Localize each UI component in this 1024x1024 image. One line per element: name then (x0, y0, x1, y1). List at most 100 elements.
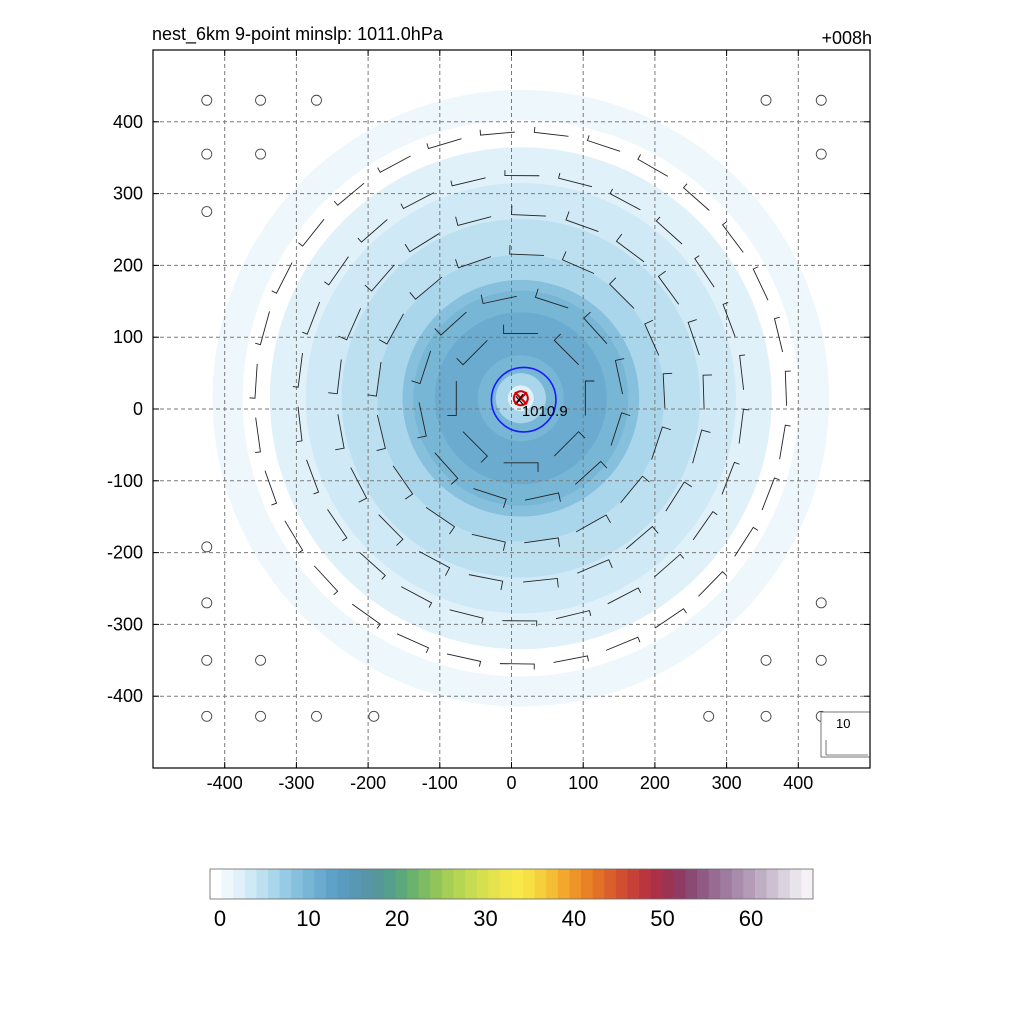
colorbar-swatch (210, 869, 223, 899)
wind-barb (462, 431, 488, 463)
wind-barb (687, 319, 700, 356)
colorbar-swatch (256, 869, 269, 899)
wind-barb (620, 475, 650, 504)
wind-barb (499, 663, 535, 670)
plot-area: 1010.9 10 (153, 50, 870, 768)
wind-barb (400, 192, 435, 210)
center-circle (512, 390, 529, 407)
wind-barb (396, 633, 430, 653)
wind-barb (378, 313, 404, 345)
colorbar-swatch (430, 869, 443, 899)
wind-barb (609, 188, 641, 211)
colorbar-swatch (569, 869, 582, 899)
wind-barb (502, 620, 538, 627)
wind-barb (333, 182, 365, 206)
wind-barb (447, 380, 457, 416)
colorbar-swatch (789, 869, 802, 899)
wind-barb (434, 311, 467, 336)
colorbar-swatch (465, 869, 478, 899)
wind-barb (654, 608, 687, 629)
x-axis: -400 -300 -200 -100 0 100 200 300 400 (207, 50, 813, 793)
colorbar-swatch (557, 869, 570, 899)
wind-barb (450, 177, 486, 187)
wind-barb (534, 288, 569, 309)
calm-marker (815, 654, 827, 666)
wind-barb (255, 311, 270, 346)
y-tick-label: 200 (113, 255, 143, 275)
calm-marker (311, 710, 322, 722)
wind-barb (503, 462, 539, 472)
storm-center-marker (512, 390, 529, 407)
colorbar-swatch (418, 869, 431, 899)
colorbar-swatch (581, 869, 594, 899)
colorbar-tick-label: 0 (214, 906, 226, 931)
x-tick-label: 100 (568, 773, 598, 793)
wind-barb (313, 565, 339, 596)
colorbar-swatch (302, 869, 315, 899)
wind-barb (338, 308, 362, 341)
calm-marker (255, 148, 266, 160)
colorbar-swatch (639, 869, 652, 899)
wind-barb (511, 205, 546, 217)
colorbar-swatch (325, 869, 339, 899)
wind-barb (657, 270, 680, 305)
wind-barb (752, 266, 769, 301)
colorbar-swatch (720, 869, 733, 899)
wind-barb (404, 233, 440, 253)
reference-vector-box: 10 (820, 711, 870, 758)
wind-barb (264, 470, 278, 506)
colorbar-frame (209, 868, 814, 900)
colorbar-swatch (441, 869, 455, 899)
colorbar-swatch (337, 869, 350, 899)
wind-barb (615, 233, 645, 263)
wind-barb (455, 216, 492, 227)
wind-barb (575, 514, 611, 533)
calm-marker (255, 654, 266, 666)
calm-marker (201, 710, 213, 722)
wind-barb (555, 610, 592, 620)
min-slp-marker (515, 393, 524, 405)
wind-barb (721, 461, 740, 495)
colorbar-swatch (407, 869, 420, 899)
calm-marker (815, 597, 827, 609)
chart-title: nest_6km 9-point minslp: 1011.0hPa (152, 24, 444, 45)
colorbar-swatch (267, 869, 281, 899)
wind-barb (296, 406, 303, 442)
rmw-circle (490, 366, 557, 433)
colorbar-swatch (731, 869, 744, 899)
lead-time-label: +008h (821, 28, 872, 48)
wind-barb (426, 138, 462, 150)
wind-barb (698, 570, 727, 597)
wind-barb (524, 537, 560, 547)
y-tick-label: -200 (107, 543, 143, 563)
x-tick-label: -200 (350, 773, 386, 793)
colorbar-swatch (673, 869, 686, 899)
wind-barb (655, 216, 683, 245)
wind-barb (456, 340, 488, 366)
wind-barb (662, 372, 673, 409)
wind-barb (625, 525, 659, 550)
colorbar-swatch (395, 869, 408, 899)
reference-vector-label: 10 (836, 716, 850, 731)
wind-barb (446, 653, 482, 667)
colorbar-swatch (697, 869, 710, 899)
wind-barb (417, 402, 427, 439)
wind-barb (350, 467, 368, 503)
calm-marker (201, 597, 213, 609)
min-slp-label: 1010.9 (522, 403, 568, 420)
wind-barb (324, 256, 349, 286)
wind-barb (553, 655, 589, 663)
colorbar-swatch (511, 869, 524, 899)
colorbar-swatch (523, 869, 536, 899)
wind-barb (364, 264, 395, 292)
colorbar-swatch (221, 869, 234, 899)
wind-barb (553, 333, 579, 366)
x-tick-label: -300 (278, 773, 314, 793)
calm-marker (760, 654, 772, 666)
wind-barb (654, 553, 685, 578)
wind-barb (449, 609, 484, 624)
wind-barb (357, 219, 388, 243)
wind-barb (503, 324, 539, 335)
wind-barb (468, 574, 504, 591)
calm-marker (201, 206, 213, 218)
